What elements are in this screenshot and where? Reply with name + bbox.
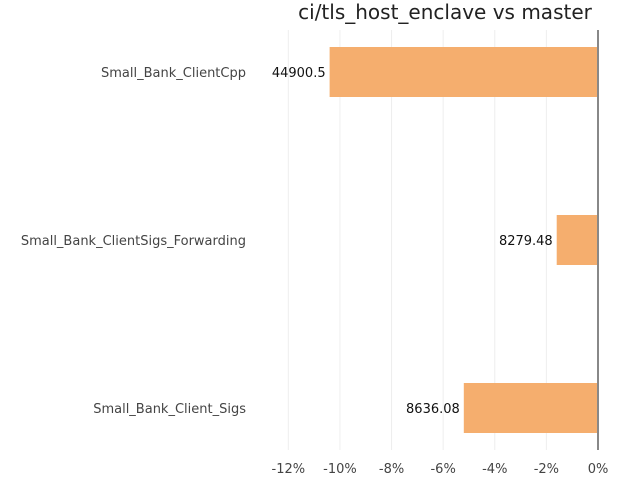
x-axis-ticks: -12% -10% -8% -6% -4% -2% 0% [272,462,609,477]
bar-data-label: 8279.48 [499,234,553,249]
bar-data-label: 8636.08 [406,402,460,417]
bar [329,47,598,97]
category-label: Small_Bank_Client_Sigs [93,402,246,417]
category-label: Small_Bank_ClientSigs_Forwarding [21,234,246,249]
bar-data-label: 44900.5 [272,66,326,81]
x-tick-label: -10% [323,462,357,477]
chart-title: ci/tls_host_enclave vs master [298,0,592,24]
x-tick-label: -12% [272,462,306,477]
x-tick-label: -8% [379,462,404,477]
grid [287,30,547,450]
x-tick-label: -6% [430,462,455,477]
x-tick-label: 0% [588,462,609,477]
bar [463,383,598,433]
x-tick-label: -4% [482,462,507,477]
x-tick-label: -2% [534,462,559,477]
category-label: Small_Bank_ClientCpp [101,66,246,81]
bar [556,215,598,265]
category-labels: Small_Bank_ClientCpp Small_Bank_ClientSig… [21,66,246,417]
bars: 44900.5 8279.48 8636.08 [272,47,598,433]
